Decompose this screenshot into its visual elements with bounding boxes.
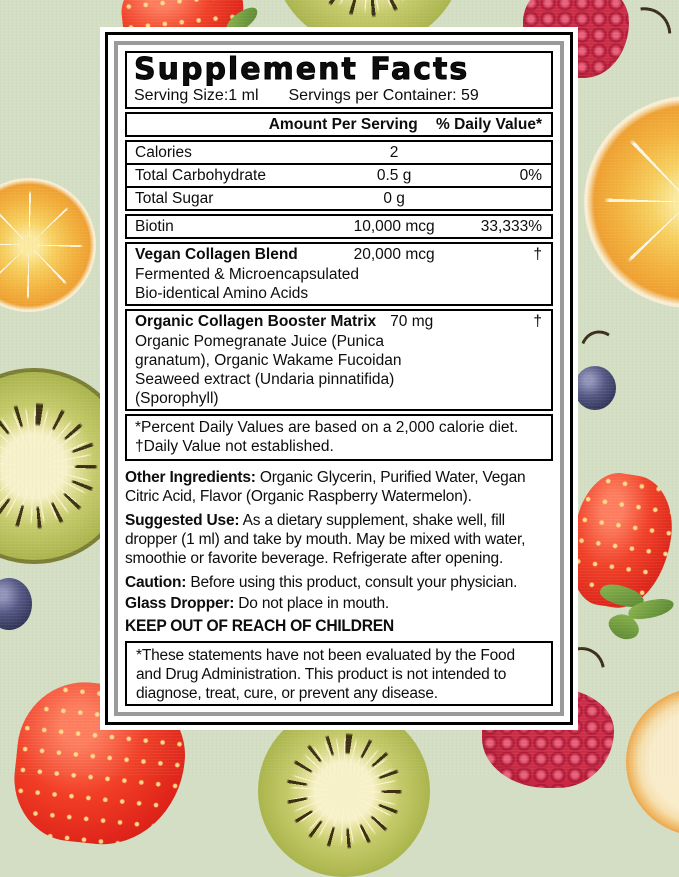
- blueberry-left-illustration: [0, 578, 32, 630]
- blueberry-right-illustration: [574, 366, 616, 410]
- orange-bottom-right-illustration: [626, 688, 679, 836]
- orange-segments: [594, 106, 679, 298]
- table-row: Organic Collagen Booster Matrix 70 mg †: [127, 311, 551, 332]
- booster-matrix-box: Organic Collagen Booster Matrix 70 mg † O…: [125, 309, 553, 411]
- daily-value-header: % Daily Value*: [436, 116, 542, 133]
- vegan-collagen-box: Vegan Collagen Blend 20,000 mcg † Fermen…: [125, 242, 553, 306]
- fda-disclaimer-box: *These statements have not been evaluate…: [125, 641, 553, 706]
- supplement-facts-title: Supplement Facts: [134, 52, 470, 87]
- orange-segments: [0, 184, 90, 306]
- kiwi-seeds: [258, 705, 430, 877]
- nutrient-name: Total Sugar: [135, 190, 214, 207]
- other-ingredients-text: Organic Glycerin, Purified Water, Vegan …: [125, 469, 526, 505]
- nutrient-amount: 2: [389, 144, 399, 161]
- macro-rows-box: Calories 2 Total Carbohydrate 0.5 g 0% T…: [125, 140, 553, 211]
- table-row: Vegan Collagen Blend 20,000 mcg †: [127, 244, 551, 265]
- kiwi-bottom-illustration: [258, 705, 430, 877]
- footnote-box: *Percent Daily Values are based on a 2,0…: [125, 414, 553, 461]
- servings-per-container: Servings per Container: 59: [288, 87, 479, 104]
- column-header-box: Amount Per Serving % Daily Value*: [125, 112, 553, 137]
- nutrient-amount: 0.5 g: [376, 167, 412, 184]
- nutrient-amount: 0 g: [383, 190, 405, 207]
- blend-description-line: Bio-identical Amino Acids: [135, 285, 309, 302]
- table-row: Total Carbohydrate 0.5 g 0%: [127, 163, 551, 186]
- matrix-description-line: Organic Pomegranate Juice (Punica: [135, 333, 384, 350]
- serving-info: Serving Size:1 ml Servings per Container:…: [134, 86, 544, 105]
- table-row: Biotin 10,000 mcg 33,333%: [127, 216, 551, 237]
- biotin-box: Biotin 10,000 mcg 33,333%: [125, 214, 553, 239]
- suggested-use-text: As a dietary supplement, shake well, fil…: [125, 512, 526, 567]
- blend-amount: 20,000 mcg: [353, 246, 435, 263]
- amount-per-serving-header: Amount Per Serving: [268, 116, 418, 133]
- card-outer-frame: Supplement Facts Serving Size:1 ml Servin…: [105, 32, 573, 725]
- daily-value-footnote: *Percent Daily Values are based on a 2,0…: [135, 419, 519, 436]
- table-row: Calories 2: [127, 142, 551, 163]
- nutrient-name: Total Carbohydrate: [135, 167, 266, 184]
- dagger-footnote: †Daily Value not established.: [135, 438, 334, 455]
- nutrient-dv: 33,333%: [480, 218, 542, 235]
- keep-out-warning: KEEP OUT OF REACH OF CHILDREN: [125, 616, 394, 635]
- info-section: Other Ingredients: Organic Glycerin, Pur…: [125, 468, 553, 706]
- glass-dropper: Glass Dropper: Do not place in mouth.: [125, 594, 553, 613]
- other-ingredients-label: Other Ingredients:: [125, 469, 256, 486]
- supplement-facts-card: Supplement Facts Serving Size:1 ml Servin…: [100, 27, 578, 730]
- suggested-use-label: Suggested Use:: [125, 512, 240, 529]
- matrix-description-line: (Sporophyll): [135, 390, 219, 407]
- matrix-description-line: granatum), Organic Wakame Fucoidan: [135, 352, 402, 369]
- card-gray-frame: Supplement Facts Serving Size:1 ml Servin…: [114, 41, 564, 716]
- serving-size: Serving Size:1 ml: [134, 87, 259, 104]
- nutrient-name: Biotin: [135, 218, 174, 235]
- orange-slice-left-illustration: [0, 178, 96, 312]
- caution-text: Before using this product, consult your …: [190, 574, 518, 591]
- suggested-use: Suggested Use: As a dietary supplement, …: [125, 511, 553, 568]
- blend-name: Vegan Collagen Blend: [135, 246, 298, 263]
- matrix-amount: 70 mg: [390, 313, 434, 330]
- matrix-description-line: Seaweed extract (Undaria pinnatifida): [135, 371, 395, 388]
- caution: Caution: Before using this product, cons…: [125, 573, 553, 592]
- table-row: Total Sugar 0 g: [127, 186, 551, 209]
- matrix-dv: †: [533, 313, 542, 330]
- matrix-name: Organic Collagen Booster Matrix: [135, 313, 377, 330]
- other-ingredients: Other Ingredients: Organic Glycerin, Pur…: [125, 468, 553, 506]
- orange-slice-right-illustration: [584, 96, 679, 308]
- fda-disclaimer-text: *These statements have not been evaluate…: [136, 647, 515, 702]
- nutrient-dv: 0%: [519, 167, 542, 184]
- title-box: Supplement Facts Serving Size:1 ml Servin…: [125, 51, 553, 109]
- glass-dropper-label: Glass Dropper:: [125, 595, 235, 612]
- caution-label: Caution:: [125, 574, 187, 591]
- blend-description-line: Fermented & Microencapsulated: [135, 266, 360, 283]
- blend-dv: †: [533, 246, 542, 263]
- glass-dropper-text: Do not place in mouth.: [238, 595, 389, 612]
- nutrient-amount: 10,000 mcg: [353, 218, 435, 235]
- nutrient-name: Calories: [135, 144, 192, 161]
